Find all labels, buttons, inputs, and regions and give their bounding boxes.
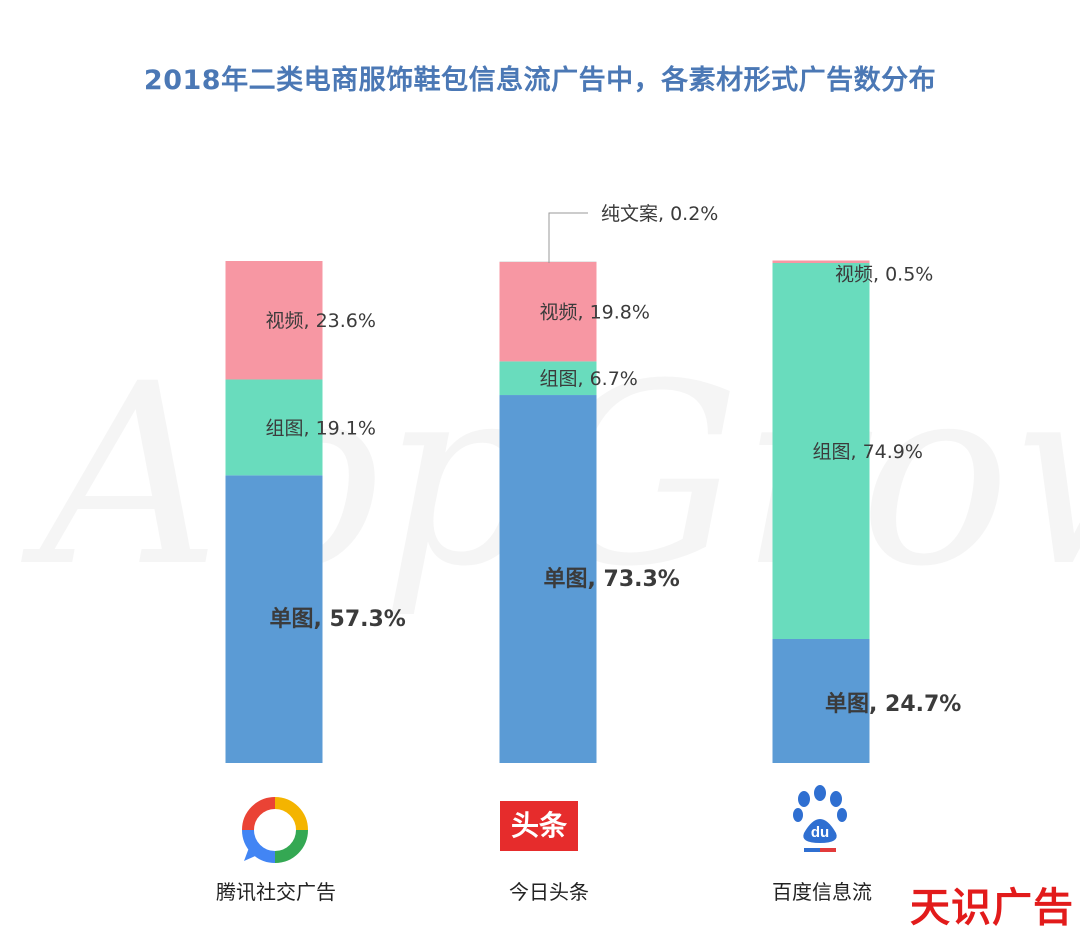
- platform-label-baidu: 百度信息流: [772, 880, 872, 904]
- platform-label-toutiao: 今日头条: [509, 880, 589, 904]
- bar-segment-单图-2: [772, 639, 870, 763]
- tencent-social-ads-logo-icon: [242, 797, 308, 863]
- data-label-视频-1: 视频, 19.8%: [540, 302, 650, 324]
- bar-segment-视频-2: [772, 260, 870, 264]
- bar-segment-组图-0: [225, 379, 323, 476]
- bar-segment-组图-1: [499, 361, 597, 396]
- bar-segment-视频-1: [499, 262, 597, 362]
- data-label-视频-2: 视频, 0.5%: [835, 263, 933, 285]
- chart-title: 2018年二类电商服饰鞋包信息流广告中，各素材形式广告数分布: [143, 65, 937, 96]
- brand-stamp: 天识广告: [910, 885, 1074, 931]
- baidu-logo-text: du: [811, 824, 829, 841]
- bar-segment-单图-0: [225, 475, 323, 763]
- bar-segment-组图-2: [772, 263, 870, 640]
- toutiao-logo-text: 头条: [510, 809, 567, 842]
- callout-leader-line: [548, 212, 588, 263]
- data-label-视频-0: 视频, 23.6%: [266, 310, 376, 332]
- platform-label-tencent: 腾讯社交广告: [216, 880, 336, 904]
- data-label-纯文案-1: 纯文案, 0.2%: [601, 203, 718, 225]
- data-label-组图-1: 组图, 6.7%: [540, 368, 638, 390]
- data-label-单图-1: 单图, 73.3%: [544, 567, 680, 592]
- data-label-组图-2: 组图, 74.9%: [813, 441, 923, 463]
- bar-segment-单图-1: [499, 395, 597, 763]
- baidu-paw-logo-icon: du: [793, 785, 847, 852]
- bar-segment-视频-0: [225, 261, 323, 380]
- toutiao-logo-icon: 头条: [500, 801, 578, 851]
- data-label-组图-0: 组图, 19.1%: [266, 417, 376, 439]
- data-label-单图-2: 单图, 24.7%: [825, 692, 961, 717]
- data-label-单图-0: 单图, 57.3%: [270, 607, 406, 632]
- bar-segment-纯文案-1: [499, 261, 597, 263]
